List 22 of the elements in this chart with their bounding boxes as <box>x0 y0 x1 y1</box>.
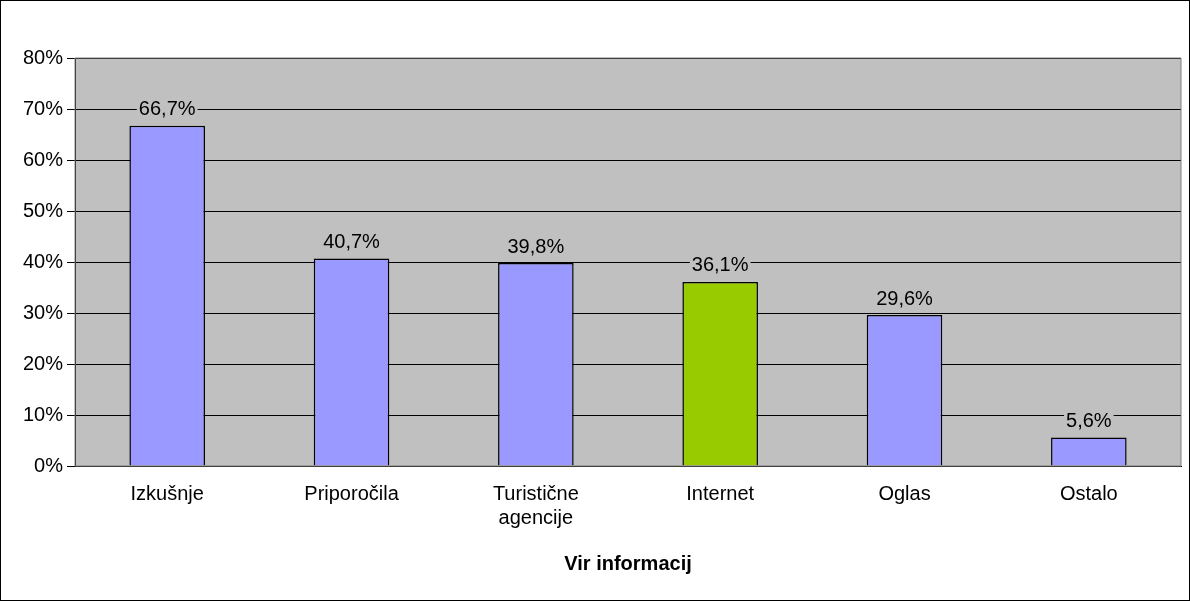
x-tick-label: Priporočila <box>304 481 400 504</box>
y-tick-label: 30% <box>23 300 64 323</box>
data-label: 40,7% <box>323 229 381 252</box>
y-tick-label: 40% <box>23 249 64 272</box>
x-tick-label: Ostalo <box>1059 481 1118 504</box>
x-tick-label: Oglas <box>878 481 931 504</box>
y-tick-label: 10% <box>23 402 64 425</box>
data-label: 5,6% <box>1066 408 1112 431</box>
y-tick-label: 0% <box>34 453 64 476</box>
data-label: 29,6% <box>876 286 934 309</box>
data-label: 36,1% <box>691 253 749 276</box>
x-axis-title: Vir informacij <box>564 551 692 574</box>
y-tick-label: 20% <box>23 351 64 374</box>
data-label: 39,8% <box>507 234 565 257</box>
y-tick-label: 60% <box>23 147 64 170</box>
x-tick-label: Turistične agencije <box>492 481 579 528</box>
y-tick-label: 70% <box>23 96 64 119</box>
data-label: 66,7% <box>138 97 196 120</box>
y-tick-label: 50% <box>23 198 64 221</box>
y-tick-label: 80% <box>23 45 64 68</box>
x-tick-label: Internet <box>686 481 755 504</box>
x-tick-label: Izkušnje <box>130 481 204 504</box>
